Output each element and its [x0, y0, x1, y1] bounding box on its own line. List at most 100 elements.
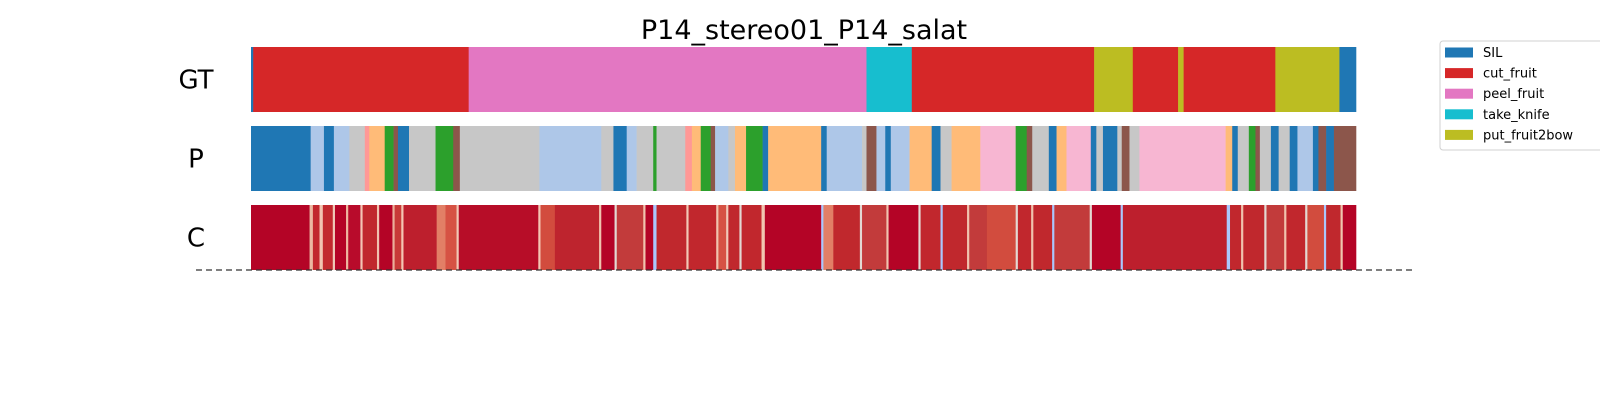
segment [601, 205, 615, 270]
segment [1052, 205, 1055, 270]
segment [323, 126, 335, 191]
segment [685, 126, 693, 191]
segment [951, 126, 981, 191]
segment [886, 205, 889, 270]
segment [384, 126, 394, 191]
segment [734, 126, 747, 191]
segment [538, 205, 541, 270]
segment [459, 126, 540, 191]
segment [349, 126, 366, 191]
segment [362, 205, 378, 270]
row-p: P [188, 126, 1357, 191]
segment [1183, 47, 1276, 112]
segment [762, 126, 769, 191]
segment [686, 205, 689, 270]
segment [332, 205, 336, 270]
segment [1230, 205, 1242, 270]
segment [333, 126, 350, 191]
segment [710, 126, 716, 191]
segment [888, 205, 919, 270]
segment [1264, 205, 1267, 270]
segment [1333, 126, 1357, 191]
segment [1275, 47, 1340, 112]
segment [1339, 47, 1357, 112]
segment [1096, 126, 1104, 191]
segment [253, 47, 469, 112]
segment [312, 205, 320, 270]
segment [1121, 126, 1130, 191]
legend-swatch [1445, 109, 1473, 120]
segment [909, 126, 932, 191]
segment [251, 47, 254, 112]
segment [1297, 126, 1314, 191]
segment [1089, 205, 1093, 270]
segment [369, 126, 386, 191]
segment [1090, 126, 1097, 191]
segment [394, 205, 402, 270]
segment [1017, 205, 1032, 270]
segment [251, 126, 311, 191]
segment [1312, 126, 1319, 191]
segment [1048, 126, 1057, 191]
legend-frame [1439, 40, 1600, 151]
segment [1286, 205, 1306, 270]
segment [746, 126, 763, 191]
segment [859, 205, 863, 270]
segment [656, 205, 687, 270]
segment [436, 205, 446, 270]
segment [715, 126, 729, 191]
segment [364, 126, 370, 191]
segment [764, 205, 822, 270]
segment [614, 205, 618, 270]
segment [980, 126, 1016, 191]
segment [1032, 126, 1050, 191]
segment [554, 205, 600, 270]
segment [688, 205, 717, 270]
segment [969, 205, 988, 270]
segment [1307, 205, 1325, 270]
segment [1094, 47, 1134, 112]
segment [348, 205, 361, 270]
segment [1326, 205, 1341, 270]
segment [1305, 205, 1308, 270]
segment [940, 126, 952, 191]
segment [862, 205, 887, 270]
segment [728, 205, 740, 270]
segment [1289, 126, 1298, 191]
legend-swatch [1445, 129, 1473, 140]
segment [1241, 205, 1244, 270]
segment [826, 126, 863, 191]
legend-swatch [1445, 68, 1473, 79]
segment [1129, 126, 1140, 191]
segment [1033, 205, 1053, 270]
segment [931, 126, 941, 191]
segment [1226, 205, 1231, 270]
segment [1255, 126, 1261, 191]
segment [599, 205, 602, 270]
segment [1278, 126, 1290, 191]
segment [876, 126, 886, 191]
segment [866, 47, 913, 112]
segment [309, 205, 314, 270]
segment [918, 205, 921, 270]
segment [1232, 126, 1239, 191]
segment [885, 126, 892, 191]
segment [1132, 47, 1179, 112]
segment [310, 126, 325, 191]
segment [601, 126, 614, 191]
segment [653, 205, 657, 270]
segment [1340, 205, 1344, 270]
segment [626, 126, 637, 191]
segment [821, 205, 824, 270]
legend-swatch [1445, 88, 1473, 99]
segment [392, 205, 395, 270]
segment [319, 205, 324, 270]
segment [833, 205, 861, 270]
segment [540, 205, 556, 270]
segment [1102, 126, 1118, 191]
segment [718, 205, 727, 270]
segment [920, 205, 941, 270]
segmentation-rows: GT P C [178, 47, 1357, 270]
segment [616, 205, 644, 270]
